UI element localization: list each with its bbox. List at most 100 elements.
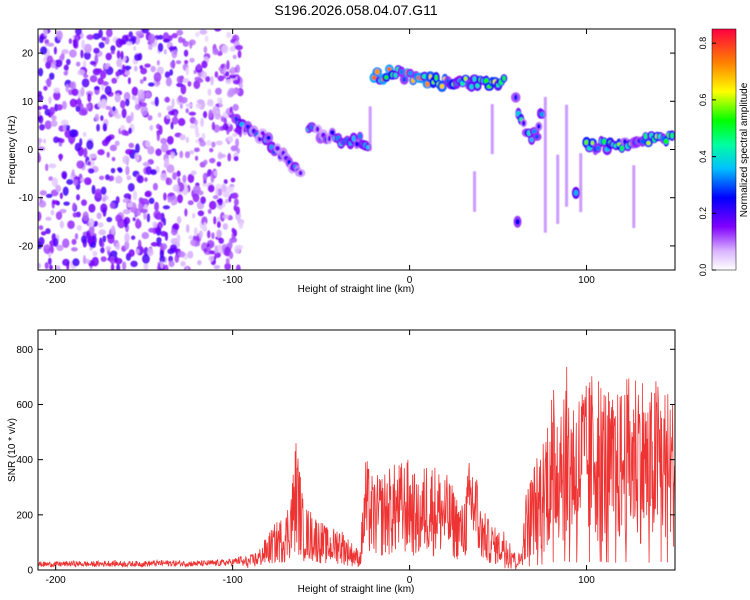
noise-blob — [170, 121, 174, 130]
noise-blob — [195, 131, 200, 138]
vertical-streak — [579, 153, 583, 213]
noise-blob — [94, 113, 100, 122]
noise-blob — [197, 78, 204, 83]
noise-blob — [114, 113, 122, 119]
noise-blob — [131, 86, 139, 97]
noise-blob — [172, 184, 180, 193]
noise-blob — [48, 96, 52, 105]
feature-core — [515, 218, 520, 225]
snr-y-ticks: 0 200 400 600 800 — [16, 345, 675, 577]
noise-blob — [126, 115, 132, 124]
noise-blob — [45, 193, 53, 199]
noise-blob — [221, 44, 229, 54]
noise-blob — [223, 117, 228, 126]
noise-blob — [38, 146, 46, 151]
noise-blob — [222, 123, 229, 131]
noise-blob — [189, 116, 197, 124]
noise-blob — [86, 103, 91, 109]
noise-blob — [166, 114, 171, 119]
noise-blob — [88, 218, 95, 227]
noise-blob — [75, 29, 82, 36]
noise-blob — [157, 112, 162, 118]
snr-y-tick-label: 200 — [16, 510, 33, 521]
noise-blob — [140, 67, 148, 75]
noise-blob — [185, 66, 190, 76]
noise-blob — [52, 200, 60, 205]
noise-blob — [199, 29, 208, 35]
noise-blob — [54, 59, 63, 68]
noise-blob — [164, 96, 171, 103]
noise-blob — [100, 203, 108, 214]
noise-blob — [185, 136, 190, 144]
noise-blob — [176, 29, 184, 36]
noise-blob — [105, 52, 112, 61]
snr-x-label: Height of straight line (km) — [298, 584, 415, 595]
noise-blob — [38, 67, 44, 77]
noise-blob — [102, 123, 108, 132]
noise-blob — [238, 221, 244, 229]
noise-blob — [197, 260, 202, 266]
noise-blob — [109, 202, 116, 209]
snr-x-ticks: -200 -100 0 100 — [46, 330, 595, 586]
vertical-streak — [490, 104, 494, 155]
vertical-streak — [556, 154, 560, 224]
noise-blob — [185, 266, 189, 270]
noise-blob — [167, 196, 172, 203]
noise-blob — [216, 161, 222, 167]
noise-blob — [153, 72, 162, 82]
noise-blob — [93, 47, 100, 54]
noise-blob — [211, 232, 215, 240]
noise-blob — [66, 58, 71, 66]
spectrogram-x-label: Height of straight line (km) — [298, 284, 415, 295]
noise-blob — [125, 148, 133, 155]
noise-blob — [176, 216, 182, 224]
noise-blob — [43, 29, 48, 37]
noise-blob — [71, 88, 79, 96]
noise-blob — [63, 201, 70, 206]
noise-blob — [217, 198, 223, 206]
noise-blob — [38, 152, 41, 163]
noise-blob — [131, 95, 136, 101]
noise-blob — [70, 247, 78, 252]
feature-core — [355, 141, 359, 147]
noise-blob — [230, 177, 236, 183]
noise-blob — [124, 70, 131, 76]
spectrogram-y-label: Frequency (Hz) — [7, 116, 18, 185]
noise-blob — [147, 82, 155, 87]
feature-core — [407, 70, 413, 76]
noise-blob — [110, 45, 116, 52]
noise-blob — [128, 249, 135, 257]
noise-blob — [176, 170, 181, 177]
noise-blob — [160, 172, 168, 181]
noise-blob — [195, 103, 202, 109]
noise-blob — [142, 253, 150, 264]
snr-y-tick-label: 600 — [16, 400, 33, 411]
noise-blob — [78, 109, 87, 116]
noise-blob — [232, 79, 241, 85]
noise-blob — [122, 198, 130, 203]
feature-core — [387, 67, 392, 72]
noise-blob — [104, 85, 112, 95]
spectrogram-x-tick-label: 0 — [407, 275, 413, 286]
noise-blob — [123, 91, 131, 102]
feature-core — [640, 138, 645, 145]
noise-blob — [76, 194, 81, 201]
noise-blob — [97, 149, 105, 156]
noise-blob — [143, 76, 147, 82]
noise-blob — [87, 161, 91, 166]
noise-blob — [232, 132, 238, 137]
noise-blob — [59, 220, 65, 229]
noise-blob — [212, 195, 219, 200]
noise-blob — [69, 129, 77, 138]
figure-title: S196.2026.058.04.07.G11 — [274, 2, 437, 18]
noise-blob — [105, 135, 112, 142]
noise-blob — [157, 42, 164, 52]
noise-blob — [225, 79, 232, 85]
noise-blob — [56, 104, 63, 111]
feature-core — [393, 72, 398, 78]
noise-blob — [217, 75, 225, 82]
noise-blob — [42, 104, 49, 110]
snr-y-tick-label: 400 — [16, 455, 33, 466]
noise-blob — [180, 260, 186, 267]
